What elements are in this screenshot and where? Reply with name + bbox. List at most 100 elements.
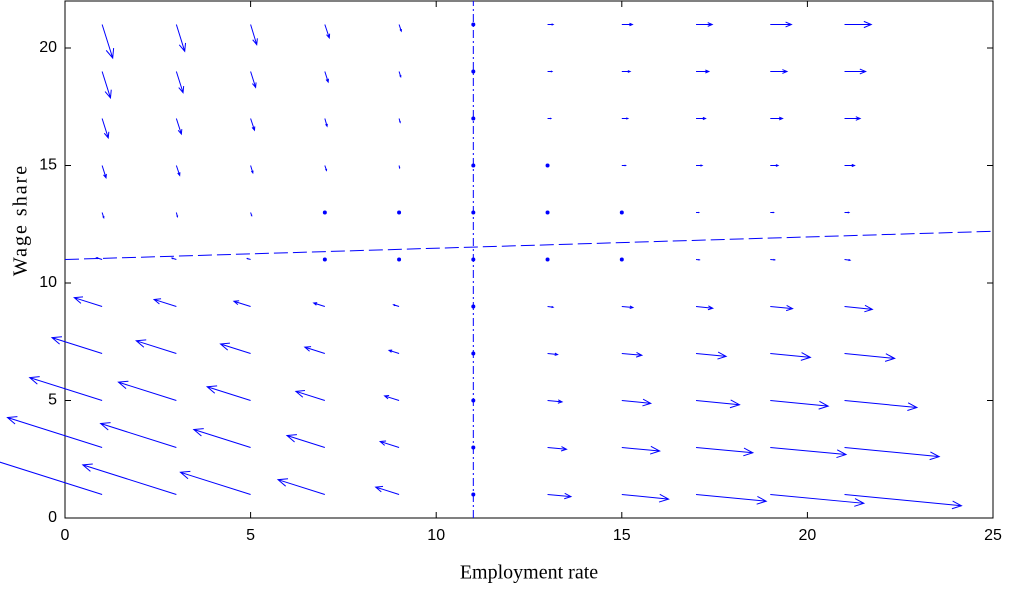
arrow	[276, 478, 325, 495]
arrow	[545, 163, 550, 168]
arrow	[322, 257, 327, 262]
arrow	[0, 461, 103, 495]
arrow	[696, 116, 707, 121]
arrow	[378, 440, 400, 448]
arrow	[250, 212, 253, 217]
arrow	[844, 68, 867, 75]
arrow	[844, 304, 874, 313]
arrow	[770, 69, 789, 74]
arrow	[50, 336, 103, 354]
y-tick-label: 20	[39, 39, 57, 56]
arrow	[170, 257, 177, 260]
arrow	[621, 493, 670, 503]
arrow	[770, 21, 793, 28]
arrow	[392, 304, 400, 307]
arrow	[547, 117, 553, 120]
x-axis-label: Employment rate	[460, 562, 598, 584]
y-tick-label: 5	[48, 392, 57, 409]
arrow	[374, 485, 400, 495]
arrow	[619, 210, 624, 215]
arrow	[398, 24, 402, 33]
arrow	[621, 445, 661, 455]
arrow	[547, 492, 573, 500]
arrow	[695, 447, 755, 457]
x-tick-label: 20	[799, 527, 817, 544]
arrow	[246, 257, 251, 260]
arrow	[621, 117, 630, 120]
arrow	[285, 434, 325, 448]
arrow	[770, 116, 784, 121]
y-axis-label: Wage share	[10, 164, 32, 276]
arrow	[101, 212, 105, 220]
x-tick-label: 15	[613, 527, 631, 544]
arrow	[135, 339, 177, 354]
arrow	[397, 257, 402, 262]
arrow	[547, 70, 554, 73]
y-tick-label: 15	[39, 157, 57, 174]
arrow	[250, 71, 257, 89]
arrow	[844, 211, 851, 214]
arrow	[324, 165, 328, 172]
arrow	[844, 258, 852, 262]
arrow	[175, 71, 185, 94]
arrow	[770, 164, 780, 167]
arrow	[175, 118, 183, 136]
arrow	[545, 257, 550, 262]
arrow	[73, 296, 103, 307]
arrow	[621, 22, 634, 27]
arrow	[695, 258, 701, 261]
arrow	[844, 20, 873, 29]
arrow	[844, 116, 862, 121]
arrow	[101, 118, 110, 140]
arrow	[117, 380, 177, 401]
arrow	[621, 398, 653, 407]
arrow	[28, 376, 103, 401]
arrow	[545, 210, 550, 215]
arrow	[179, 470, 251, 495]
arrow	[547, 399, 564, 404]
arrow	[696, 211, 701, 214]
y-tick-label: 10	[39, 274, 57, 291]
arrow	[471, 69, 476, 74]
arrow	[547, 446, 568, 452]
arrow	[175, 24, 187, 53]
arrow	[250, 165, 254, 175]
arrow	[324, 118, 328, 128]
y-tick-label: 0	[48, 509, 57, 526]
arrow	[219, 342, 251, 354]
arrow	[621, 351, 644, 358]
arrow	[696, 69, 711, 74]
arrow	[770, 211, 775, 214]
arrow	[770, 400, 830, 410]
arrow	[294, 389, 325, 401]
arrow	[695, 399, 741, 409]
arrow	[770, 447, 848, 459]
arrow	[695, 494, 768, 505]
arrow	[175, 165, 181, 177]
arrow	[621, 164, 627, 167]
arrow	[6, 416, 103, 448]
arrow	[175, 212, 179, 218]
arrow	[322, 210, 327, 215]
arrow	[398, 71, 402, 79]
arrow	[101, 165, 107, 180]
arrow	[621, 70, 632, 73]
arrow	[101, 24, 115, 60]
arrow	[695, 351, 728, 360]
arrow	[547, 23, 555, 26]
arrow	[397, 210, 402, 215]
arrow	[844, 447, 941, 461]
arrow	[152, 298, 177, 307]
x-tick-label: 10	[427, 527, 445, 544]
arrow	[250, 24, 258, 46]
x-tick-label: 0	[61, 527, 70, 544]
arrow	[696, 22, 714, 27]
arrow	[844, 163, 856, 168]
x-tick-label: 5	[246, 527, 255, 544]
arrow	[619, 257, 624, 262]
arrow	[844, 494, 963, 510]
arrow	[547, 305, 555, 309]
arrow	[303, 346, 325, 354]
arrow	[81, 463, 177, 495]
arrow	[101, 71, 112, 100]
